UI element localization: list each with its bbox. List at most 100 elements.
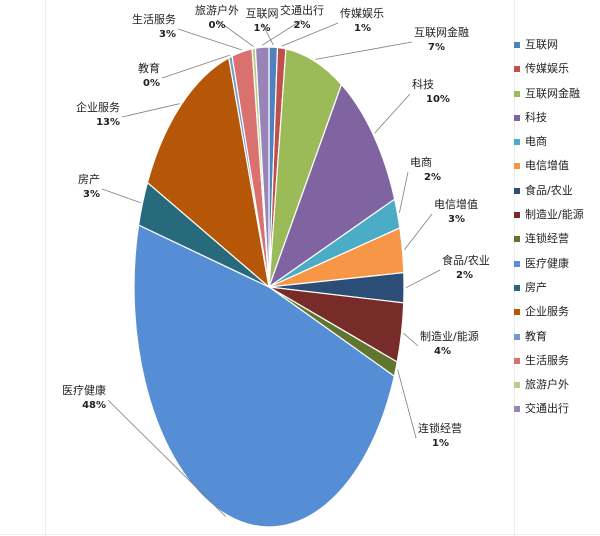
pie-chart: 互联网 1% 传媒娱乐 1% 互联网金融 7% 科技 10% 电商 2% 电信增值 3% 食品/农业 2%… [62, 3, 490, 528]
leader-line [315, 41, 413, 60]
data-label-percent: 48% [82, 400, 106, 411]
legend-label: 电信增值 [525, 159, 569, 173]
legend-item: 食品/农业 [514, 182, 598, 206]
legend-swatch [514, 357, 520, 364]
legend-label: 生活服务 [525, 353, 569, 367]
data-label-name: 传媒娱乐 [340, 6, 384, 20]
legend-label: 医疗健康 [525, 256, 569, 270]
legend-item: 旅游户外 [514, 376, 598, 400]
legend-swatch [514, 406, 520, 413]
data-label-name: 制造业/能源 [420, 329, 479, 343]
legend-swatch [514, 163, 520, 170]
legend-item: 企业服务 [514, 303, 598, 327]
data-label-name: 科技 [412, 77, 434, 91]
legend-label: 连锁经营 [525, 232, 569, 246]
legend-swatch [514, 42, 520, 48]
data-label-name: 生活服务 [132, 12, 176, 26]
data-label-percent: 2% [456, 270, 473, 281]
pie-slice [268, 48, 343, 288]
legend-swatch [514, 90, 520, 97]
leader-line [161, 54, 231, 79]
data-label-name: 连锁经营 [418, 421, 462, 435]
leader-line [121, 103, 180, 118]
data-label-percent: 3% [83, 189, 100, 200]
data-label-percent: 0% [143, 78, 160, 89]
data-label-name: 互联网 [246, 7, 279, 20]
legend-item: 教育 [514, 328, 598, 352]
sheet-gridline [0, 534, 600, 535]
legend-label: 电商 [525, 135, 547, 149]
legend-swatch [514, 333, 520, 340]
data-label-percent: 2% [424, 172, 441, 183]
legend-item: 互联网 [514, 36, 598, 60]
data-label-percent: 7% [428, 42, 445, 53]
legend-label: 科技 [525, 110, 547, 124]
legend-swatch [514, 66, 520, 73]
legend-item: 电商 [514, 133, 598, 157]
leader-line [404, 213, 433, 251]
data-label-name: 交通出行 [280, 3, 324, 17]
legend: 互联网传媒娱乐互联网金融科技电商电信增值食品/农业制造业/能源连锁经营医疗健康房… [514, 36, 598, 425]
legend-label: 交通出行 [525, 402, 569, 416]
data-label-percent: 3% [159, 29, 176, 40]
legend-swatch [514, 114, 520, 121]
leader-line [261, 22, 274, 46]
pie-slice [133, 224, 395, 528]
legend-label: 食品/农业 [525, 183, 573, 197]
leader-line [374, 93, 411, 134]
data-label-name: 旅游户外 [195, 3, 239, 17]
sheet-gridline [45, 0, 46, 536]
legend-label: 互联网金融 [525, 86, 580, 100]
data-label-percent: 4% [434, 346, 451, 357]
data-label-name: 房产 [78, 172, 100, 186]
legend-swatch [514, 260, 520, 267]
legend-item: 科技 [514, 109, 598, 133]
data-label-percent: 10% [426, 94, 450, 105]
legend-item: 互联网金融 [514, 85, 598, 109]
data-label-name: 电信增值 [434, 197, 478, 211]
legend-item: 传媒娱乐 [514, 60, 598, 84]
leader-line [399, 171, 409, 213]
legend-item: 连锁经营 [514, 230, 598, 254]
legend-label: 企业服务 [525, 305, 569, 319]
data-label-name: 电商 [410, 155, 432, 169]
legend-item: 制造业/能源 [514, 206, 598, 230]
legend-swatch [514, 139, 520, 146]
leader-line [281, 22, 339, 47]
data-label-name: 医疗健康 [62, 383, 106, 397]
legend-swatch [514, 309, 520, 316]
legend-swatch [514, 236, 520, 243]
data-label-percent: 13% [96, 117, 120, 128]
legend-label: 教育 [525, 329, 547, 343]
data-label-percent: 1% [432, 438, 449, 449]
leader-line [107, 399, 227, 517]
leader-line [403, 332, 419, 347]
sheet-gridline [514, 0, 515, 536]
legend-item: 房产 [514, 279, 598, 303]
legend-swatch [514, 284, 520, 291]
legend-item: 生活服务 [514, 352, 598, 376]
legend-item: 交通出行 [514, 400, 598, 424]
legend-label: 房产 [525, 280, 547, 294]
leader-line [261, 19, 303, 46]
legend-swatch [514, 187, 520, 194]
leader-line [177, 28, 242, 51]
leader-line [397, 369, 417, 439]
legend-swatch [514, 212, 520, 219]
data-label-percent: 0% [209, 20, 226, 31]
data-label-name: 食品/农业 [442, 253, 490, 267]
data-label-name: 企业服务 [76, 100, 120, 114]
legend-swatch [514, 382, 520, 389]
leader-line [101, 188, 141, 204]
legend-label: 传媒娱乐 [525, 62, 569, 76]
legend-item: 电信增值 [514, 157, 598, 181]
data-label-percent: 1% [254, 23, 271, 34]
data-label-percent: 3% [448, 214, 465, 225]
leader-line [405, 269, 441, 289]
data-label-name: 教育 [138, 61, 160, 75]
data-label-name: 互联网金融 [414, 25, 469, 39]
pie-slice [254, 46, 270, 288]
leader-line [216, 19, 254, 47]
data-label-percent: 1% [354, 23, 371, 34]
legend-label: 互联网 [525, 38, 558, 51]
